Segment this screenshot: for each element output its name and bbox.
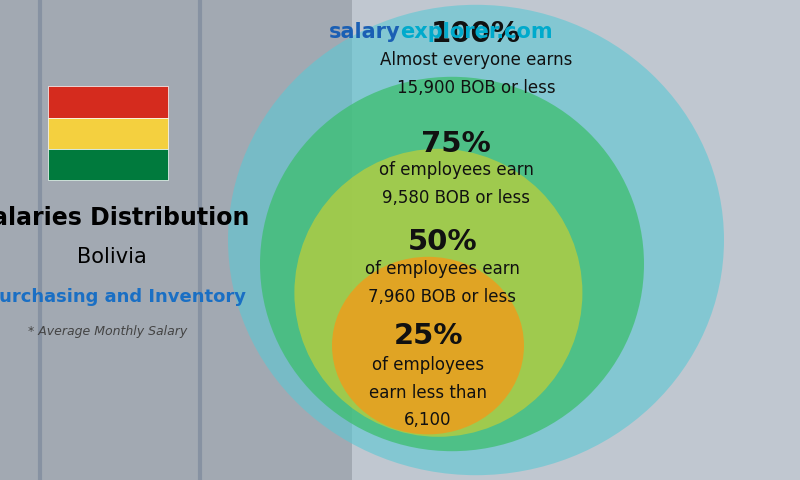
- Text: of employees earn: of employees earn: [378, 161, 534, 180]
- Text: earn less than: earn less than: [369, 384, 487, 402]
- FancyBboxPatch shape: [0, 0, 352, 480]
- FancyBboxPatch shape: [352, 0, 800, 480]
- Text: Almost everyone earns: Almost everyone earns: [380, 51, 572, 69]
- Text: 100%: 100%: [431, 20, 521, 48]
- Text: 9,580 BOB or less: 9,580 BOB or less: [382, 189, 530, 207]
- Text: Purchasing and Inventory: Purchasing and Inventory: [0, 288, 246, 306]
- Ellipse shape: [228, 5, 724, 475]
- Text: explorer.com: explorer.com: [400, 22, 553, 42]
- FancyBboxPatch shape: [48, 149, 168, 180]
- Ellipse shape: [294, 149, 582, 437]
- Text: 6,100: 6,100: [404, 411, 452, 430]
- Text: Bolivia: Bolivia: [77, 247, 147, 267]
- Text: 7,960 BOB or less: 7,960 BOB or less: [369, 288, 517, 306]
- Text: Salaries Distribution: Salaries Distribution: [0, 206, 249, 230]
- Text: of employees: of employees: [372, 356, 484, 374]
- FancyBboxPatch shape: [48, 118, 168, 149]
- Text: 15,900 BOB or less: 15,900 BOB or less: [397, 79, 555, 97]
- Ellipse shape: [260, 77, 644, 451]
- Text: of employees earn: of employees earn: [365, 260, 520, 278]
- Text: * Average Monthly Salary: * Average Monthly Salary: [28, 324, 188, 338]
- Text: 50%: 50%: [407, 228, 478, 256]
- Text: 75%: 75%: [421, 130, 491, 158]
- FancyBboxPatch shape: [48, 86, 168, 118]
- Text: 25%: 25%: [394, 322, 462, 350]
- Ellipse shape: [332, 257, 524, 434]
- Text: salary: salary: [328, 22, 400, 42]
